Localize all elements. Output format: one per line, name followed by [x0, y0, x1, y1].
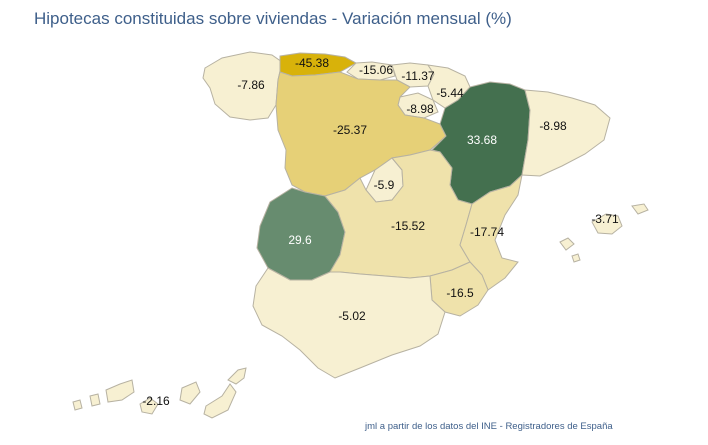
label-galicia: -7.86	[237, 78, 265, 92]
label-islas-baleares: -3.71	[591, 212, 619, 226]
label-cantabria: -15.06	[359, 63, 393, 77]
region-comunidad-valenciana[interactable]	[459, 173, 523, 291]
map-title: Hipotecas constituidas sobre viviendas -…	[34, 9, 512, 28]
label-castilla-y-leon: -25.37	[333, 123, 367, 137]
label-murcia: -16.5	[446, 286, 474, 300]
label-madrid: -5.9	[374, 178, 395, 192]
label-la-rioja: -8.98	[406, 102, 434, 116]
label-aragon: 33.68	[467, 133, 497, 147]
label-extremadura: 29.6	[288, 233, 312, 247]
region-andalucia[interactable]	[252, 267, 446, 379]
label-asturias: -45.38	[295, 56, 329, 70]
label-navarra: -5.44	[436, 86, 464, 100]
region-cataluna[interactable]	[521, 89, 611, 177]
label-canarias: -2.16	[142, 394, 170, 408]
label-pais-vasco: -11.37	[401, 69, 434, 83]
source-note: jml a partir de los datos del INE - Regi…	[365, 421, 613, 432]
region-galicia[interactable]	[202, 51, 283, 121]
label-cataluna: -8.98	[539, 119, 567, 133]
label-andalucia: -5.02	[338, 309, 366, 323]
region-cantabria[interactable]	[346, 61, 396, 81]
label-castilla-la-mancha: -15.52	[391, 219, 425, 233]
region-islas-baleares[interactable]	[559, 203, 649, 263]
label-comunidad-valenciana: -17.74	[470, 225, 504, 239]
region-canarias[interactable]	[72, 367, 247, 419]
